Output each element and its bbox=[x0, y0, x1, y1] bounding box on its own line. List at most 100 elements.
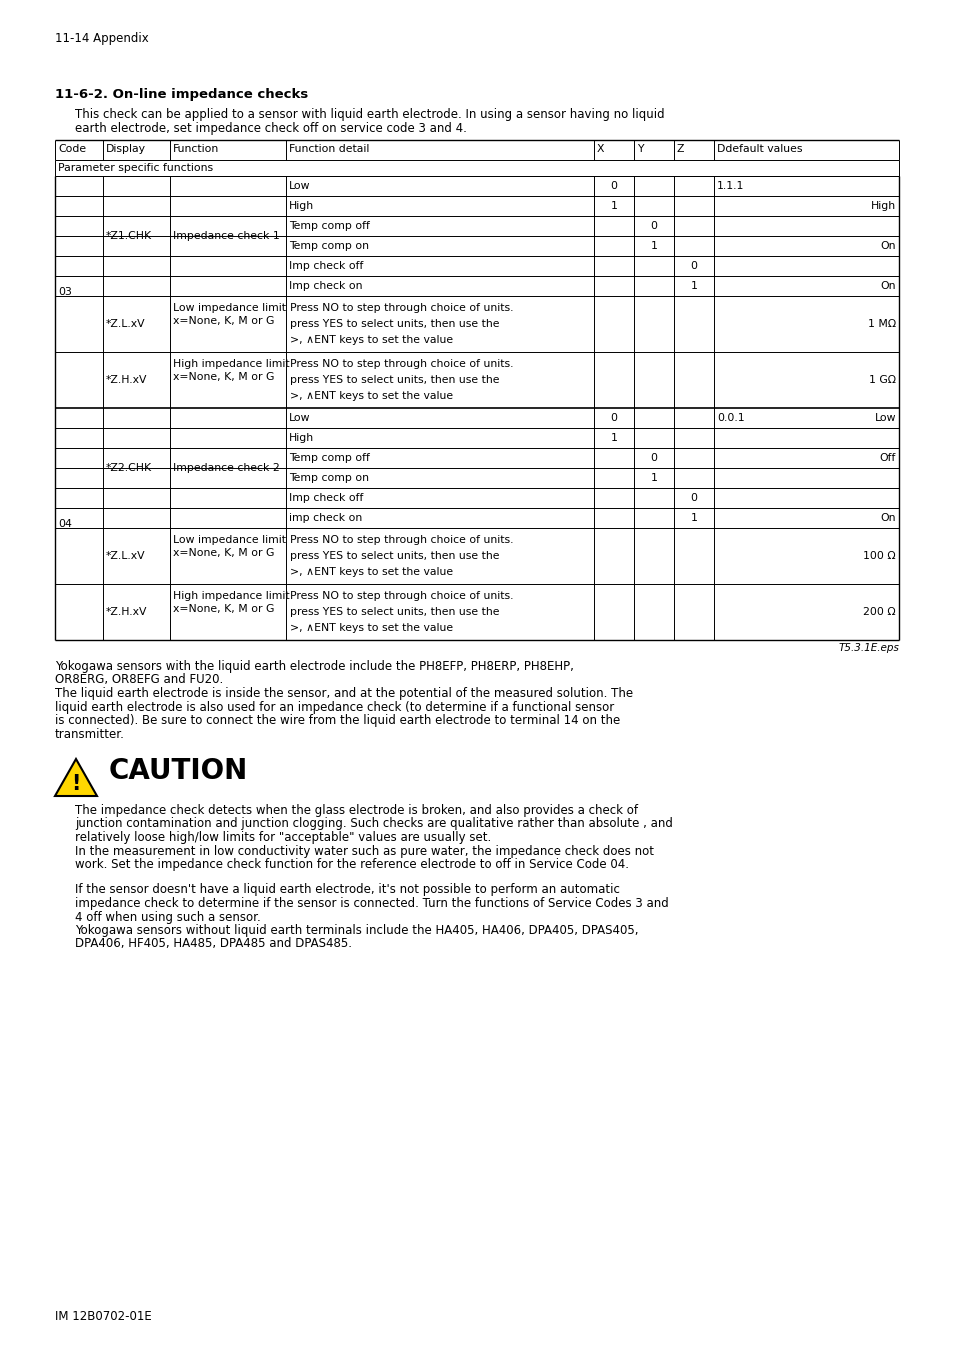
Text: Impedance check 1: Impedance check 1 bbox=[172, 231, 279, 242]
Text: High impedance limit: High impedance limit bbox=[172, 591, 290, 601]
Text: Z: Z bbox=[677, 144, 684, 154]
Text: If the sensor doesn't have a liquid earth electrode, it's not possible to perfor: If the sensor doesn't have a liquid eart… bbox=[75, 883, 619, 896]
Text: junction contamination and junction clogging. Such checks are qualitative rather: junction contamination and junction clog… bbox=[75, 818, 672, 830]
Text: 1: 1 bbox=[610, 201, 617, 211]
Text: 1: 1 bbox=[650, 472, 657, 483]
Text: Yokogawa sensors without liquid earth terminals include the HA405, HA406, DPA405: Yokogawa sensors without liquid earth te… bbox=[75, 923, 638, 937]
Text: press YES to select units, then use the: press YES to select units, then use the bbox=[290, 608, 499, 617]
Text: liquid earth electrode is also used for an impedance check (to determine if a fu: liquid earth electrode is also used for … bbox=[55, 701, 614, 714]
Text: CAUTION: CAUTION bbox=[109, 757, 248, 784]
Text: High impedance limit: High impedance limit bbox=[172, 359, 290, 369]
Text: >, ∧ENT keys to set the value: >, ∧ENT keys to set the value bbox=[290, 567, 453, 576]
Text: 1: 1 bbox=[690, 281, 697, 292]
Text: 04: 04 bbox=[58, 518, 71, 529]
Text: The liquid earth electrode is inside the sensor, and at the potential of the mea: The liquid earth electrode is inside the… bbox=[55, 687, 633, 701]
Text: X: X bbox=[597, 144, 604, 154]
Text: 100 Ω: 100 Ω bbox=[862, 551, 895, 562]
Text: Code: Code bbox=[58, 144, 86, 154]
Text: *Z1.CHK: *Z1.CHK bbox=[106, 231, 152, 242]
Text: The impedance check detects when the glass electrode is broken, and also provide: The impedance check detects when the gla… bbox=[75, 805, 638, 817]
Text: press YES to select units, then use the: press YES to select units, then use the bbox=[290, 375, 499, 385]
Text: Low impedance limit: Low impedance limit bbox=[172, 535, 286, 545]
Text: !: ! bbox=[71, 774, 81, 794]
Text: Impedance check 2: Impedance check 2 bbox=[172, 463, 279, 472]
Text: Temp comp on: Temp comp on bbox=[289, 472, 369, 483]
Text: 11-6-2. On-line impedance checks: 11-6-2. On-line impedance checks bbox=[55, 88, 308, 101]
Text: Yokogawa sensors with the liquid earth electrode include the PH8EFP, PH8ERP, PH8: Yokogawa sensors with the liquid earth e… bbox=[55, 660, 574, 674]
Text: *Z.L.xV: *Z.L.xV bbox=[106, 319, 146, 329]
Text: Imp check off: Imp check off bbox=[289, 261, 363, 271]
Text: High: High bbox=[870, 201, 895, 211]
Text: On: On bbox=[880, 513, 895, 522]
Text: Press NO to step through choice of units.: Press NO to step through choice of units… bbox=[290, 535, 513, 545]
Text: On: On bbox=[880, 242, 895, 251]
Text: This check can be applied to a sensor with liquid earth electrode. In using a se: This check can be applied to a sensor wi… bbox=[75, 108, 664, 122]
Text: is connected). Be sure to connect the wire from the liquid earth electrode to te: is connected). Be sure to connect the wi… bbox=[55, 714, 619, 728]
Text: Temp comp off: Temp comp off bbox=[289, 221, 370, 231]
Text: High: High bbox=[289, 433, 314, 443]
Text: Press NO to step through choice of units.: Press NO to step through choice of units… bbox=[290, 591, 513, 601]
Text: DPA406, HF405, HA485, DPA485 and DPAS485.: DPA406, HF405, HA485, DPA485 and DPAS485… bbox=[75, 937, 352, 950]
Text: Press NO to step through choice of units.: Press NO to step through choice of units… bbox=[290, 302, 513, 313]
Text: OR8ERG, OR8EFG and FU20.: OR8ERG, OR8EFG and FU20. bbox=[55, 674, 223, 687]
Text: >, ∧ENT keys to set the value: >, ∧ENT keys to set the value bbox=[290, 335, 453, 346]
Text: 0: 0 bbox=[690, 493, 697, 504]
Text: 0: 0 bbox=[690, 261, 697, 271]
Text: >, ∧ENT keys to set the value: >, ∧ENT keys to set the value bbox=[290, 622, 453, 633]
Text: Imp check on: Imp check on bbox=[289, 281, 362, 292]
Text: Off: Off bbox=[879, 454, 895, 463]
Text: >, ∧ENT keys to set the value: >, ∧ENT keys to set the value bbox=[290, 392, 453, 401]
Text: 200 Ω: 200 Ω bbox=[862, 608, 895, 617]
Text: *Z.H.xV: *Z.H.xV bbox=[106, 608, 148, 617]
Text: Function: Function bbox=[172, 144, 219, 154]
Text: 0.0.1: 0.0.1 bbox=[717, 413, 744, 423]
Text: Ddefault values: Ddefault values bbox=[717, 144, 801, 154]
Text: *Z.H.xV: *Z.H.xV bbox=[106, 375, 148, 385]
Text: 0: 0 bbox=[650, 221, 657, 231]
Text: imp check on: imp check on bbox=[289, 513, 362, 522]
Text: Parameter specific functions: Parameter specific functions bbox=[58, 163, 213, 173]
Text: 0: 0 bbox=[610, 181, 617, 190]
Polygon shape bbox=[55, 759, 97, 796]
Text: Function detail: Function detail bbox=[289, 144, 369, 154]
Text: T5.3.1E.eps: T5.3.1E.eps bbox=[838, 643, 898, 653]
Text: Low: Low bbox=[874, 413, 895, 423]
Text: 4 off when using such a sensor.: 4 off when using such a sensor. bbox=[75, 910, 260, 923]
Text: Y: Y bbox=[637, 144, 643, 154]
Text: Press NO to step through choice of units.: Press NO to step through choice of units… bbox=[290, 359, 513, 369]
Text: 1 GΩ: 1 GΩ bbox=[868, 375, 895, 385]
Text: On: On bbox=[880, 281, 895, 292]
Text: 0: 0 bbox=[650, 454, 657, 463]
Text: Low: Low bbox=[289, 181, 310, 190]
Text: x=None, K, M or G: x=None, K, M or G bbox=[172, 373, 274, 382]
Text: *Z.L.xV: *Z.L.xV bbox=[106, 551, 146, 562]
Text: In the measurement in low conductivity water such as pure water, the impedance c: In the measurement in low conductivity w… bbox=[75, 845, 654, 857]
Text: transmitter.: transmitter. bbox=[55, 728, 125, 741]
Text: 11-14 Appendix: 11-14 Appendix bbox=[55, 32, 149, 45]
Text: Low impedance limit: Low impedance limit bbox=[172, 302, 286, 313]
Text: 0: 0 bbox=[610, 413, 617, 423]
Text: 1: 1 bbox=[690, 513, 697, 522]
Text: x=None, K, M or G: x=None, K, M or G bbox=[172, 548, 274, 558]
Text: Temp comp on: Temp comp on bbox=[289, 242, 369, 251]
Text: *Z2.CHK: *Z2.CHK bbox=[106, 463, 152, 472]
Text: x=None, K, M or G: x=None, K, M or G bbox=[172, 316, 274, 325]
Text: x=None, K, M or G: x=None, K, M or G bbox=[172, 603, 274, 614]
Text: Imp check off: Imp check off bbox=[289, 493, 363, 504]
Text: Low: Low bbox=[289, 413, 310, 423]
Text: Display: Display bbox=[106, 144, 146, 154]
Text: Temp comp off: Temp comp off bbox=[289, 454, 370, 463]
Text: press YES to select units, then use the: press YES to select units, then use the bbox=[290, 319, 499, 329]
Text: 1: 1 bbox=[650, 242, 657, 251]
Text: press YES to select units, then use the: press YES to select units, then use the bbox=[290, 551, 499, 562]
Text: 1: 1 bbox=[610, 433, 617, 443]
Text: IM 12B0702-01E: IM 12B0702-01E bbox=[55, 1310, 152, 1323]
Text: work. Set the impedance check function for the reference electrode to off in Ser: work. Set the impedance check function f… bbox=[75, 859, 628, 871]
Text: 03: 03 bbox=[58, 288, 71, 297]
Text: High: High bbox=[289, 201, 314, 211]
Text: relatively loose high/low limits for "acceptable" values are usually set.: relatively loose high/low limits for "ac… bbox=[75, 832, 491, 844]
Text: earth electrode, set impedance check off on service code 3 and 4.: earth electrode, set impedance check off… bbox=[75, 122, 466, 135]
Text: 1 MΩ: 1 MΩ bbox=[867, 319, 895, 329]
Text: 1.1.1: 1.1.1 bbox=[717, 181, 743, 190]
Text: impedance check to determine if the sensor is connected. Turn the functions of S: impedance check to determine if the sens… bbox=[75, 896, 668, 910]
